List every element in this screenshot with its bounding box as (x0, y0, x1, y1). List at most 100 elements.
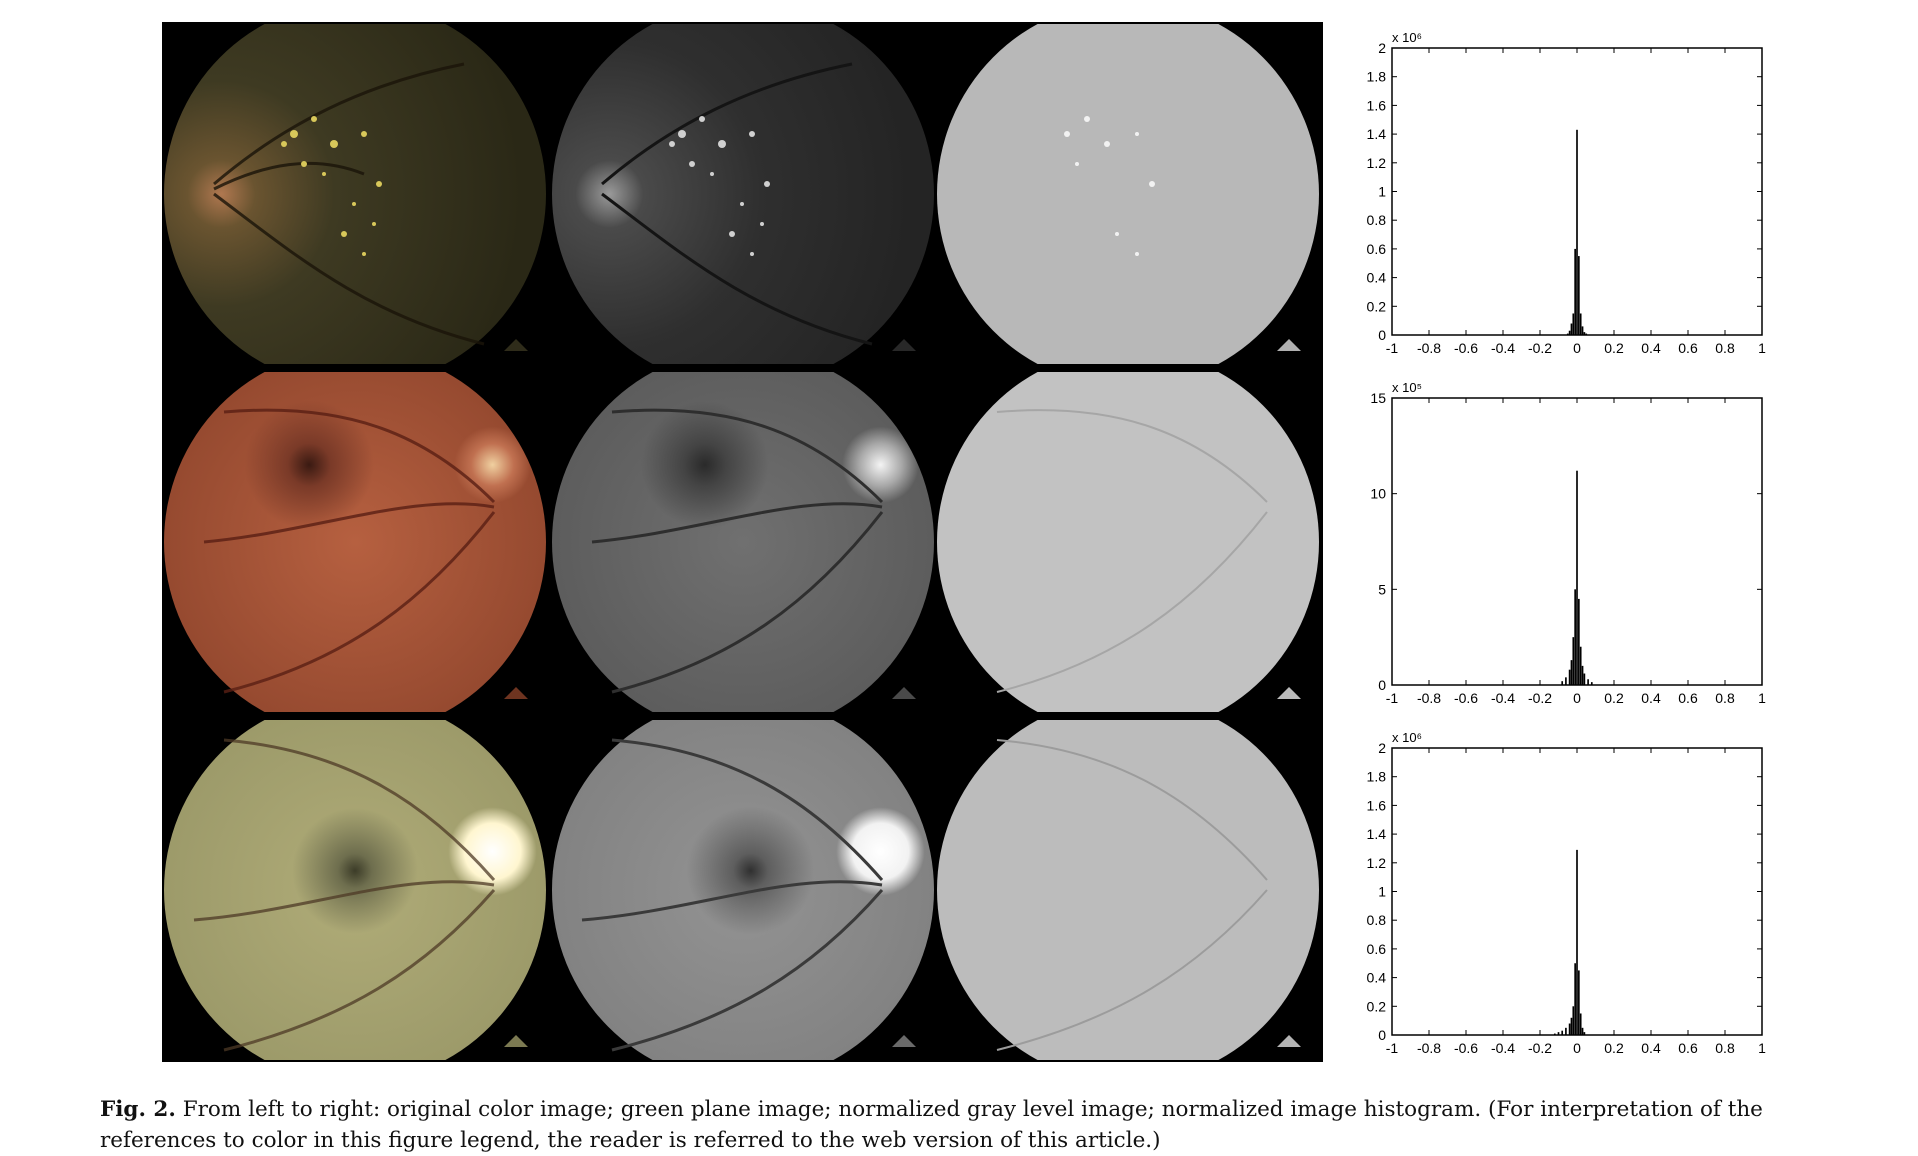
histogram-bar (1579, 646, 1582, 685)
y-tick-label: 1.6 (1367, 797, 1387, 813)
y-tick-label: 1.6 (1367, 97, 1387, 113)
x-tick-label: -0.4 (1491, 340, 1515, 356)
x-tick-label: 0.4 (1641, 690, 1661, 706)
histogram-bar (1576, 849, 1578, 1035)
histogram-bar (1557, 1032, 1560, 1035)
vessel-overlay (996, 739, 1268, 1051)
exponent-label: x 10⁶ (1392, 730, 1422, 745)
x-tick-label: 1 (1758, 1040, 1766, 1056)
y-tick-label: 0.6 (1367, 241, 1387, 257)
vessel-overlay (591, 408, 884, 694)
y-tick-label: 0.2 (1367, 998, 1387, 1014)
y-tick-label: 1 (1378, 184, 1386, 200)
x-tick-label: 0.8 (1715, 690, 1735, 706)
y-tick-label: 1.2 (1367, 855, 1387, 871)
vessel-overlay (193, 738, 496, 1052)
vessel-overlay (213, 62, 485, 346)
x-tick-label: -1 (1386, 1040, 1399, 1056)
y-tick-label: 15 (1370, 390, 1386, 406)
histogram-bar (1590, 682, 1593, 685)
x-tick-label: -0.4 (1491, 1040, 1515, 1056)
x-tick-label: 0.8 (1715, 340, 1735, 356)
vessel-overlay (996, 409, 1268, 693)
histogram-bar (1572, 637, 1575, 685)
y-tick-label: 0.4 (1367, 970, 1387, 986)
caption-text: From left to right: original color image… (100, 1097, 1763, 1153)
x-tick-label: 0.4 (1641, 340, 1661, 356)
histogram-bar (1570, 660, 1573, 685)
histogram-bar (1570, 323, 1573, 335)
x-tick-label: 0 (1573, 340, 1581, 356)
y-tick-label: 0.4 (1367, 270, 1387, 286)
histogram-bar (1576, 470, 1578, 685)
x-tick-label: 0 (1573, 1040, 1581, 1056)
figure-caption: Fig. 2. From left to right: original col… (100, 1094, 1830, 1156)
x-tick-label: -1 (1386, 690, 1399, 706)
x-tick-label: -1 (1386, 340, 1399, 356)
histogram-bar (1579, 1013, 1582, 1035)
fundus-normalized-row3 (937, 720, 1319, 1060)
histogram-bar (1576, 129, 1578, 335)
histogram-bar (1574, 963, 1576, 1035)
y-tick-label: 1.4 (1367, 826, 1387, 842)
x-tick-label: 0.2 (1604, 340, 1624, 356)
y-tick-label: 5 (1378, 581, 1386, 597)
fundus-normalized-row2 (937, 372, 1319, 712)
x-tick-label: 0.4 (1641, 1040, 1661, 1056)
histogram-bar (1578, 256, 1580, 335)
y-tick-label: 1.4 (1367, 126, 1387, 142)
y-tick-label: 0.6 (1367, 941, 1387, 957)
fundus-green-row1 (552, 24, 934, 364)
histogram-bar (1553, 1033, 1556, 1035)
x-tick-label: 1 (1758, 340, 1766, 356)
histogram-bar (1574, 248, 1576, 335)
histogram-bar (1568, 669, 1571, 685)
vessel-overlay (1064, 116, 1155, 256)
fundus-normalized-row1 (937, 24, 1319, 364)
y-tick-label: 0.2 (1367, 298, 1387, 314)
x-tick-label: -0.6 (1454, 340, 1478, 356)
histogram-bar (1565, 1027, 1567, 1035)
histogram-row1: x 10⁶ -1 -0.8 -0.6 -0.4 -0.2 0 0.2 0.4 0.6 0.8 1 0 0.… (1367, 30, 1767, 356)
histogram-bar (1578, 970, 1580, 1035)
histogram-bar (1561, 681, 1564, 685)
histogram-bar (1572, 313, 1575, 335)
vessel-overlay (601, 62, 873, 346)
histogram-bar (1561, 1030, 1564, 1035)
y-tick-label: 0 (1378, 677, 1386, 693)
fundus-green-row3 (552, 720, 934, 1060)
histogram-bar (1570, 1017, 1573, 1035)
exponent-label: x 10⁶ (1392, 30, 1422, 45)
histogram-bar (1587, 679, 1589, 685)
x-tick-label: 0.2 (1604, 1040, 1624, 1056)
histogram-row2: x 10⁵-1 -0.8 -0.6 -0.4 -0.2 0 0.2 0.4 0.6 0.8 1051… (1370, 380, 1766, 706)
fundus-image-grid (162, 22, 1323, 1062)
histogram-bar (1574, 589, 1576, 685)
figure: x 10⁶ -1 -0.8 -0.6 -0.4 -0.2 0 0.2 0.4 0.6 0.8 1 0 0.… (162, 22, 1767, 1062)
x-tick-label: -0.6 (1454, 690, 1478, 706)
x-tick-label: 0.8 (1715, 1040, 1735, 1056)
x-tick-label: -0.2 (1528, 1040, 1552, 1056)
y-tick-label: 1 (1378, 884, 1386, 900)
y-tick-label: 0.8 (1367, 912, 1387, 928)
y-tick-label: 2 (1378, 740, 1386, 756)
y-tick-label: 0 (1378, 327, 1386, 343)
histogram-bar (1581, 1027, 1584, 1035)
caption-label: Fig. 2. (100, 1097, 176, 1122)
fundus-green-row2 (552, 372, 934, 712)
x-tick-label: -0.4 (1491, 690, 1515, 706)
histogram-bar (1581, 665, 1584, 685)
histogram-bar (1583, 1032, 1586, 1035)
y-tick-label: 10 (1370, 486, 1386, 502)
x-tick-label: -0.2 (1528, 340, 1552, 356)
y-tick-label: 2 (1378, 40, 1386, 56)
x-tick-label: -0.8 (1417, 1040, 1441, 1056)
histogram-bar (1578, 598, 1580, 685)
x-tick-label: -0.6 (1454, 1040, 1478, 1056)
y-tick-label: 0 (1378, 1027, 1386, 1043)
vessel-overlay (203, 408, 496, 694)
fundus-original-row3 (164, 720, 546, 1060)
histogram-bar (1583, 673, 1586, 685)
x-tick-label: 1 (1758, 690, 1766, 706)
histogram-bar (1572, 1006, 1575, 1035)
